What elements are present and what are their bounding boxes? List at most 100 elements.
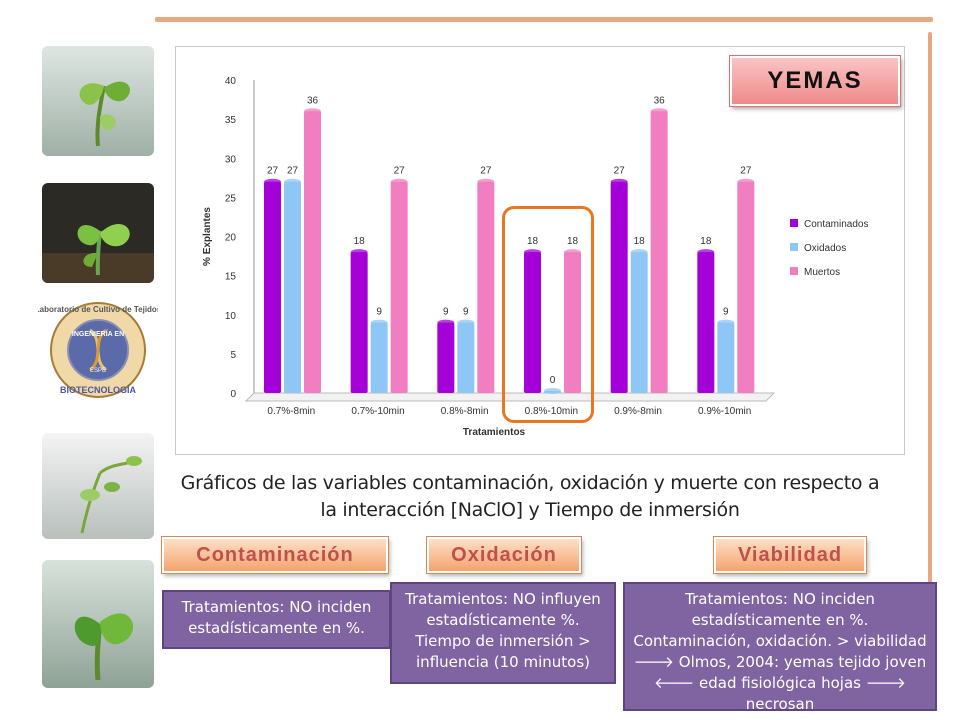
bar-top	[457, 319, 475, 326]
y-tick-label: 5	[230, 350, 236, 361]
contaminacion-note: Tratamientos: NO inciden estadísticament…	[162, 590, 391, 649]
data-label: 27	[614, 166, 626, 177]
plant-photo-1	[42, 46, 154, 156]
data-label: 9	[463, 307, 469, 318]
note-line: influencia (10 minutos)	[416, 653, 590, 671]
y-tick-label: 35	[225, 115, 237, 126]
bar-contaminados	[610, 181, 628, 393]
data-label: 27	[287, 166, 299, 177]
y-tick-label: 20	[225, 233, 237, 244]
bar-contaminados	[264, 181, 281, 393]
bar-chart: 0 5 10 15 20 25 30 35 40 % Explantes Tratamientos 2…	[175, 46, 905, 455]
bar-muertos	[564, 252, 581, 393]
oxidacion-label: Oxidación	[427, 537, 581, 573]
bar-top	[477, 178, 495, 185]
caption-line-1: Gráficos de las variables contaminación,…	[180, 472, 880, 494]
x-axis-label: Tratamientos	[463, 427, 526, 438]
legend-swatch	[790, 219, 798, 227]
x-tick-label: 0.7%-10min	[351, 406, 404, 417]
bar-top	[544, 388, 561, 394]
chart-canvas: 0 5 10 15 20 25 30 35 40 % Explantes Tratamientos 2…	[202, 76, 868, 438]
bar-contaminados	[350, 252, 368, 393]
data-label: 18	[700, 236, 712, 247]
data-label: 18	[634, 236, 646, 247]
viabilidad-label: Viabilidad	[714, 537, 866, 573]
x-tick-label: 0.8%-8min	[441, 406, 489, 417]
data-label: 18	[567, 236, 579, 247]
bar-top	[650, 108, 668, 115]
note-line: estadísticamente en %.	[691, 611, 869, 629]
data-label: 27	[394, 166, 406, 177]
bar-muertos	[390, 181, 408, 393]
logo-center-bottom: BIOTECNOLOGÍA	[60, 385, 136, 395]
data-label: 9	[376, 307, 382, 318]
bar-muertos	[737, 181, 755, 393]
bar-top	[370, 319, 388, 326]
y-tick-label: 30	[225, 154, 237, 165]
bar-oxidados	[630, 252, 648, 393]
data-label: 9	[443, 307, 449, 318]
data-label: 27	[740, 166, 752, 177]
data-label: 0	[550, 375, 556, 386]
y-tick-label: 15	[225, 272, 237, 283]
bar-muertos	[477, 181, 495, 393]
data-label: 36	[307, 95, 319, 106]
logo-ring-text: Laboratorio de Cultivo de Tejidos	[38, 305, 158, 314]
data-label: 18	[527, 236, 539, 247]
plant-photo-4	[42, 560, 154, 688]
bar-top	[304, 108, 321, 115]
oxidacion-note: Tratamientos: NO influyen estadísticamen…	[390, 582, 616, 684]
legend-label: Contaminados	[804, 219, 868, 230]
plant-photo-2	[42, 183, 154, 283]
viabilidad-note: Tratamientos: NO inciden estadísticament…	[623, 582, 937, 713]
note-line: Tratamientos: NO inciden	[685, 590, 875, 608]
bar-oxidados	[370, 322, 388, 393]
data-label: 9	[723, 307, 729, 318]
note-line: Tratamientos: NO influyen	[405, 590, 601, 608]
logo-small: ESPE	[90, 368, 106, 374]
y-tick-label: 40	[225, 76, 237, 87]
bar-top	[284, 178, 301, 185]
bar-top	[737, 178, 755, 185]
y-tick-label: 25	[225, 193, 237, 204]
bar-muertos	[304, 111, 321, 394]
bar-oxidados	[457, 322, 475, 393]
bar-top	[350, 249, 368, 256]
bar-top	[564, 249, 581, 256]
caption: Gráficos de las variables contaminación,…	[160, 470, 900, 524]
x-tick-label: 0.7%-8min	[267, 406, 315, 417]
bar-contaminados	[437, 322, 455, 393]
note-line: 🡒 Olmos, 2004: yemas tejido joven	[633, 653, 927, 671]
bar-top	[697, 249, 715, 256]
bar-top	[630, 249, 648, 256]
right-accent-bar	[928, 32, 932, 642]
highlight-box	[502, 206, 594, 423]
legend-label: Muertos	[804, 267, 840, 278]
bar-oxidados	[717, 322, 735, 393]
x-tick-label: 0.8%-10min	[525, 406, 578, 417]
note-line: estadísticamente en %.	[188, 619, 365, 637]
x-tick-label: 0.9%-10min	[698, 406, 751, 417]
bar-top	[610, 178, 628, 185]
y-tick-label: 0	[230, 389, 236, 400]
note-line: Tratamientos: NO inciden	[181, 598, 372, 616]
note-line: 🡐 edad fisiológica hojas 🡒 necrosan	[654, 674, 906, 713]
legend-swatch	[790, 243, 798, 251]
note-line: Tiempo de inmersión >	[415, 632, 591, 650]
data-label: 18	[354, 236, 366, 247]
legend-swatch	[790, 267, 798, 275]
bar-contaminados	[524, 252, 541, 393]
top-accent-bar	[155, 17, 933, 22]
y-tick-label: 10	[225, 311, 237, 322]
x-tick-label: 0.9%-8min	[614, 406, 662, 417]
bar-top	[717, 319, 735, 326]
bar-contaminados	[697, 252, 715, 393]
bar-top	[390, 178, 408, 185]
data-label: 27	[480, 166, 492, 177]
bar-muertos	[650, 111, 668, 394]
contaminacion-label: Contaminación	[162, 537, 388, 573]
data-label: 36	[654, 95, 666, 106]
bar-top	[524, 249, 541, 256]
lab-logo: Laboratorio de Cultivo de Tejidos INGENI…	[35, 300, 162, 400]
chart-floor	[244, 392, 776, 402]
